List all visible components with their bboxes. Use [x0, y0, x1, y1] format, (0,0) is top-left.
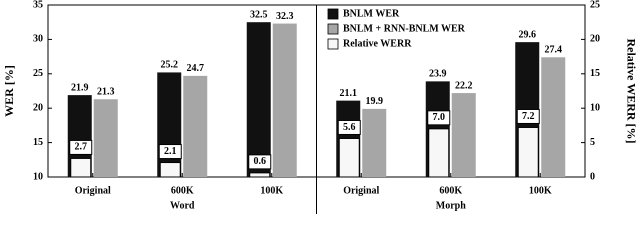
legend-swatch — [327, 38, 339, 50]
bar — [70, 157, 92, 178]
y-tick-label: 20 — [33, 102, 43, 113]
value-label-box — [516, 108, 540, 124]
value-label: 21.9 — [71, 82, 89, 93]
bar — [157, 72, 182, 177]
bar — [249, 172, 271, 178]
value-label-box — [427, 110, 451, 126]
bar — [541, 57, 566, 178]
bar — [428, 128, 450, 178]
y2-tick-label: 0 — [590, 171, 595, 182]
value-label: 0.6 — [254, 156, 267, 167]
x-tick-label: 600K — [439, 185, 462, 196]
x-tick-label: 100K — [529, 185, 552, 196]
value-label: 25.2 — [161, 60, 179, 71]
value-label: 24.7 — [187, 63, 205, 74]
y-tick-label: 25 — [33, 68, 43, 79]
bar — [517, 126, 539, 178]
x-tick-label: Original — [343, 185, 379, 196]
chart: WER [%] Relative WERR [%] 10 15 20 25 30 35 0 5… — [2, 0, 638, 214]
y-tick-label: 10 — [33, 171, 43, 182]
bar — [272, 23, 297, 177]
bar — [159, 162, 181, 178]
value-label: 32.5 — [250, 9, 268, 20]
value-label: 29.6 — [519, 29, 537, 40]
value-label-box — [158, 144, 182, 160]
legend-label: BNLM + RNN-BNLM WER — [343, 23, 466, 34]
value-label: 19.9 — [366, 96, 384, 107]
value-label: 2.1 — [164, 146, 177, 157]
value-label-box — [248, 154, 272, 170]
x-tick-label: Original — [75, 185, 111, 196]
value-label-box — [69, 139, 93, 155]
legend-swatch — [327, 23, 339, 35]
group-label: Word — [170, 200, 195, 211]
y2-tick-label: 25 — [590, 0, 600, 10]
value-label: 21.1 — [340, 88, 358, 99]
legend-label: Relative WERR — [343, 38, 412, 49]
y2-tick-label: 5 — [590, 137, 595, 148]
value-label-box — [337, 119, 361, 135]
y2-tick-label: 15 — [590, 68, 600, 79]
value-label: 22.2 — [455, 80, 473, 91]
legend-swatch — [327, 8, 339, 20]
bar — [246, 22, 271, 178]
y-tick-label: 15 — [33, 137, 43, 148]
value-label: 21.3 — [97, 87, 115, 98]
y-tick-label: 30 — [33, 34, 43, 45]
bar — [338, 137, 360, 178]
y2-tick-label: 10 — [590, 102, 600, 113]
bar — [93, 99, 118, 177]
y-axis-title: WER [%] — [2, 65, 16, 117]
group-label: Morph — [436, 200, 466, 211]
value-label: 7.0 — [433, 112, 446, 123]
value-label: 27.4 — [545, 45, 563, 56]
x-tick-label: 100K — [260, 185, 283, 196]
value-label: 7.2 — [522, 111, 535, 122]
value-label: 32.3 — [276, 11, 294, 22]
value-label: 23.9 — [429, 69, 447, 80]
legend-label: BNLM WER — [343, 8, 400, 19]
y2-tick-label: 20 — [590, 34, 600, 45]
bar — [362, 108, 387, 177]
y-tick-label: 35 — [33, 0, 43, 10]
value-label: 2.7 — [75, 142, 88, 153]
x-tick-label: 600K — [171, 185, 194, 196]
bar — [451, 93, 476, 177]
value-label: 5.6 — [343, 122, 356, 133]
bar — [183, 75, 208, 177]
y2-axis-title: Relative WERR [%] — [624, 38, 638, 143]
